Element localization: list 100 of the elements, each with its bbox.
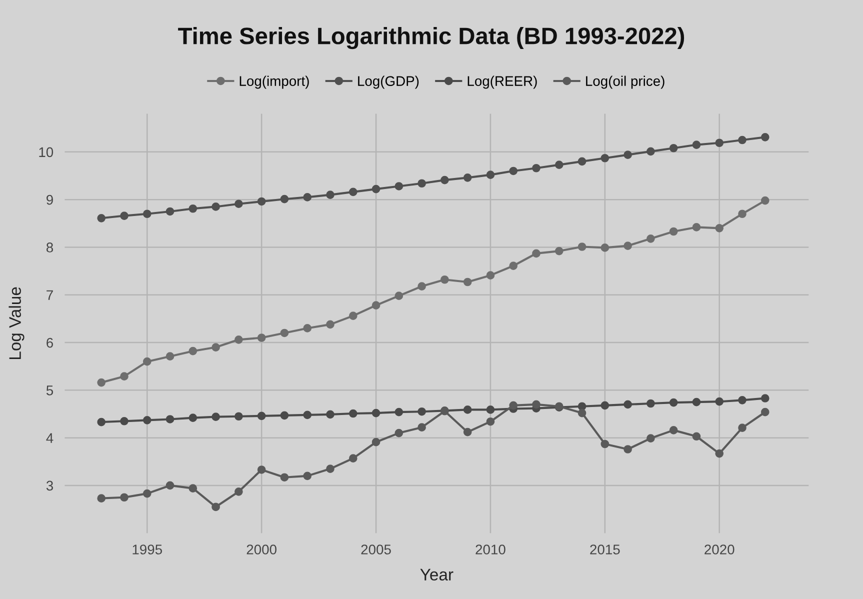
point [578, 402, 586, 411]
point [692, 432, 701, 441]
point [348, 312, 358, 320]
y-tick-label: 6 [46, 338, 54, 348]
point [646, 234, 655, 243]
point [669, 227, 678, 236]
y-tick-label: 10 [39, 147, 54, 158]
point [624, 242, 632, 250]
x-tick-label: 2005 [361, 544, 391, 554]
point [669, 426, 678, 434]
point [600, 154, 610, 162]
point [532, 164, 540, 172]
point [326, 410, 334, 419]
point [624, 150, 632, 159]
point [463, 406, 472, 414]
point [303, 472, 312, 480]
point [646, 399, 655, 408]
point [212, 502, 220, 512]
point [760, 132, 770, 142]
point [646, 147, 655, 156]
point [142, 357, 152, 366]
point [486, 271, 495, 280]
point [418, 282, 426, 290]
legend-label: Log(REER) [468, 76, 537, 89]
point [532, 249, 540, 258]
point [554, 160, 564, 169]
point [280, 328, 289, 338]
point [234, 200, 243, 208]
point [532, 400, 540, 409]
chart-title: Time Series Logarithmic Data (BD 1993-2022) [178, 26, 684, 50]
point [120, 493, 128, 502]
point [212, 343, 220, 352]
point [669, 144, 678, 152]
legend-label: Log(import) [240, 76, 309, 89]
point [188, 346, 198, 356]
point [715, 449, 724, 458]
point [212, 412, 220, 422]
point [348, 454, 358, 462]
point [486, 417, 495, 426]
point [257, 334, 266, 342]
y-tick-label: 9 [46, 194, 53, 205]
point [212, 202, 220, 211]
point [463, 278, 472, 286]
legend-label: Log(oil price) [586, 76, 664, 89]
point [715, 397, 724, 406]
point [600, 401, 610, 410]
point [554, 246, 564, 256]
point [486, 170, 495, 179]
point [303, 324, 312, 332]
point [326, 464, 334, 473]
point [142, 416, 152, 424]
point [257, 412, 266, 420]
x-axis-title: Year [420, 568, 454, 581]
point [440, 176, 449, 184]
point [578, 242, 586, 251]
point [738, 424, 746, 432]
y-tick-label: 8 [46, 242, 54, 252]
point [509, 166, 518, 176]
point [692, 223, 701, 232]
point [486, 406, 495, 414]
point [280, 411, 289, 420]
point [326, 190, 334, 199]
point [234, 335, 243, 344]
legend-label: Log(GDP) [358, 76, 419, 89]
point [326, 320, 334, 329]
point [418, 407, 426, 416]
point [280, 473, 289, 482]
point [166, 415, 174, 424]
point [578, 408, 586, 418]
point [394, 408, 404, 416]
point [120, 416, 128, 426]
point [394, 292, 404, 300]
point [166, 207, 174, 216]
y-tick-label: 5 [46, 386, 54, 396]
point [120, 372, 128, 381]
point [578, 157, 586, 166]
point [166, 352, 174, 361]
point [372, 408, 380, 418]
x-tick-label: 2020 [704, 544, 734, 554]
point [188, 484, 198, 492]
point [600, 440, 610, 448]
point [303, 193, 312, 202]
point [738, 136, 746, 144]
point [440, 275, 449, 284]
point [463, 428, 472, 436]
point [760, 408, 770, 416]
y-tick-label: 3 [46, 480, 54, 491]
point [372, 184, 380, 194]
point [509, 262, 518, 270]
point [394, 182, 404, 190]
point [646, 434, 655, 442]
point [600, 244, 610, 252]
y-axis-title: Log Value [8, 287, 24, 360]
point [738, 396, 746, 404]
point [715, 138, 724, 148]
point [418, 179, 426, 188]
point [624, 445, 632, 454]
point [669, 398, 678, 407]
point [97, 418, 106, 426]
y-tick-label: 4 [46, 433, 54, 443]
